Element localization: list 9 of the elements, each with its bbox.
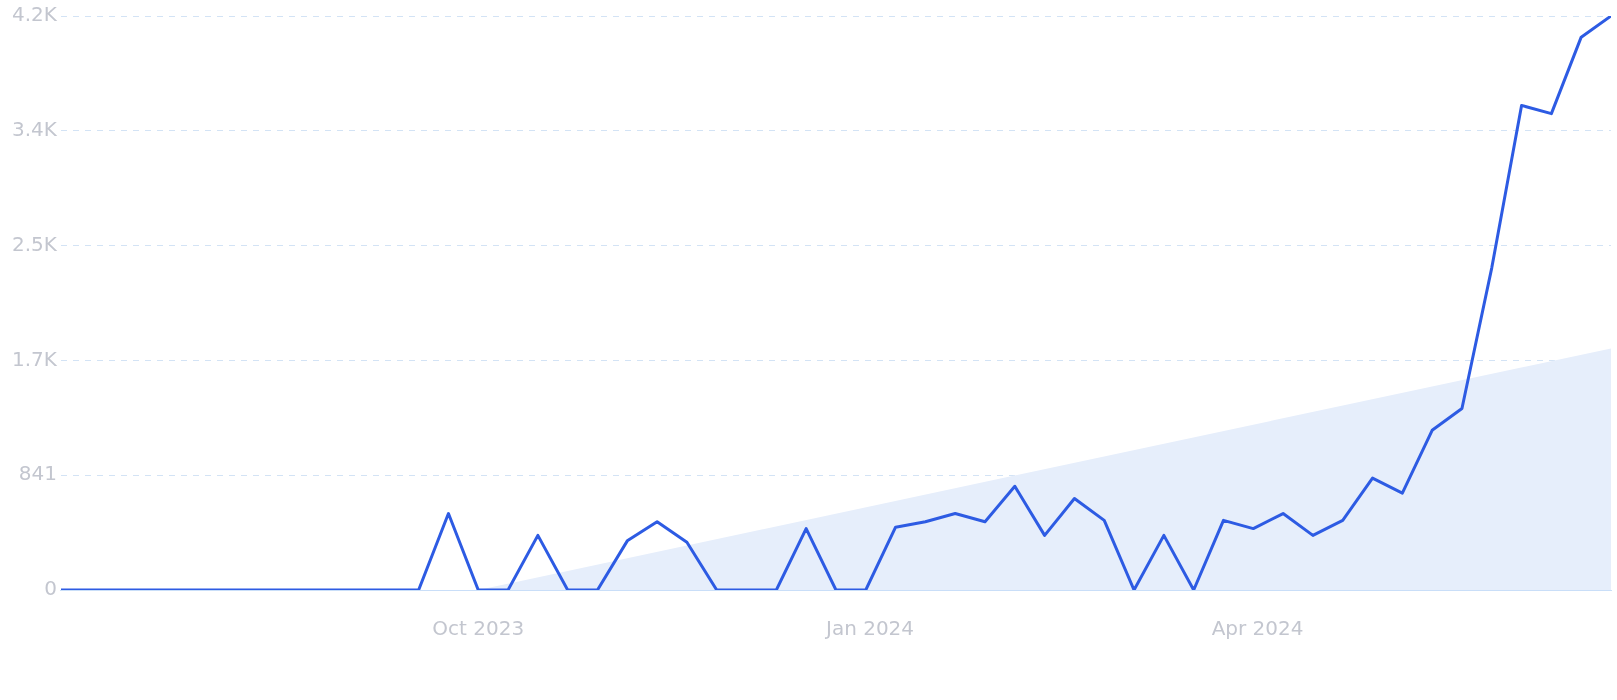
x-tick-label: Jan 2024: [823, 616, 915, 641]
y-tick-label: 2.5K: [12, 231, 58, 256]
x-tick-label: Oct 2023: [432, 616, 525, 641]
y-tick-label: 841: [18, 461, 57, 486]
y-tick-label: 1.7K: [12, 346, 58, 371]
y-tick-label: 4.2K: [12, 2, 58, 27]
x-tick-label: Apr 2024: [1211, 616, 1304, 641]
y-tick-label: 3.4K: [12, 117, 58, 141]
y-tick-label: 0: [44, 576, 57, 601]
